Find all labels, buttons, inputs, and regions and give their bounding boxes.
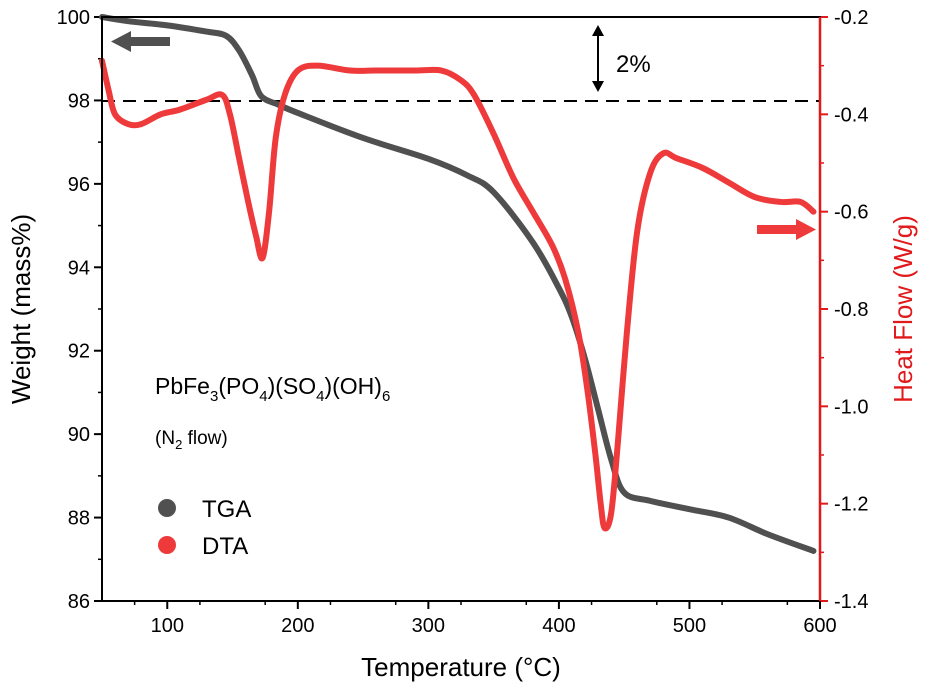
legend-label-tga: TGA	[202, 496, 251, 523]
y-right-tick-label: -0.8	[834, 299, 868, 321]
formula-part: )(OH)	[324, 373, 381, 399]
x-tick-label: 100	[151, 615, 184, 637]
y-right-tick-label: -1.2	[834, 494, 868, 516]
x-tick-label: 200	[281, 615, 314, 637]
y-right-tick-label: -1.4	[834, 591, 868, 613]
legend: TGA DTA	[158, 496, 251, 560]
compound-formula: PbFe3(PO4)(SO4)(OH)6	[155, 373, 390, 405]
x-tick-label: 500	[673, 615, 706, 637]
atmosphere-annotation: (N2 flow)	[155, 428, 228, 452]
y-left-tick-label: 100	[57, 7, 90, 29]
axis-ticks: 100 200 300 400 500 600 86 88 90 92 94 96 98 100 -1.4 -…	[57, 7, 869, 637]
series-line-dta	[99, 57, 817, 532]
y-right-tick-label: -0.6	[834, 202, 868, 224]
formula-part: PbFe	[155, 373, 210, 399]
formula-subscript: 6	[382, 388, 390, 405]
series-line-tga	[99, 14, 817, 554]
y-left-tick-label: 98	[68, 90, 90, 112]
y-left-tick-label: 88	[68, 508, 90, 530]
step-label: 2%	[616, 51, 651, 78]
y-right-tick-label: -1.0	[834, 396, 868, 418]
formula-subscript: 4	[259, 388, 267, 405]
y-left-tick-label: 92	[68, 341, 90, 363]
y-right-axis-title: Heat Flow (W/g)	[888, 215, 918, 403]
formula-subscript: 3	[210, 388, 218, 405]
y-left-tick-label: 90	[68, 424, 90, 446]
right-axis-arrow-icon	[757, 219, 816, 240]
atmosphere-subscript: 2	[175, 437, 182, 452]
legend-marker-tga	[158, 499, 176, 517]
y-left-axis-title: Weight (mass%)	[6, 214, 36, 404]
formula-part: (PO	[218, 373, 259, 399]
step-arrow	[592, 25, 604, 92]
series-layer	[99, 14, 817, 554]
legend-label-dta: DTA	[202, 533, 248, 560]
formula-part: )(SO	[268, 373, 317, 399]
y-right-tick-label: -0.4	[834, 104, 868, 126]
y-left-tick-label: 94	[68, 257, 90, 279]
legend-marker-dta	[158, 536, 176, 554]
left-axis-arrow-icon	[111, 31, 170, 52]
x-tick-label: 400	[542, 615, 575, 637]
x-tick-label: 600	[803, 615, 836, 637]
atmosphere-text: flow)	[182, 428, 227, 449]
x-tick-label: 300	[412, 615, 445, 637]
formula-subscript: 4	[316, 388, 324, 405]
atmosphere-text: (N	[155, 428, 175, 449]
y-left-tick-label: 86	[68, 591, 90, 613]
y-left-tick-label: 96	[68, 174, 90, 196]
y-right-tick-label: -0.2	[834, 7, 868, 29]
x-axis-title: Temperature (°C)	[361, 652, 561, 682]
